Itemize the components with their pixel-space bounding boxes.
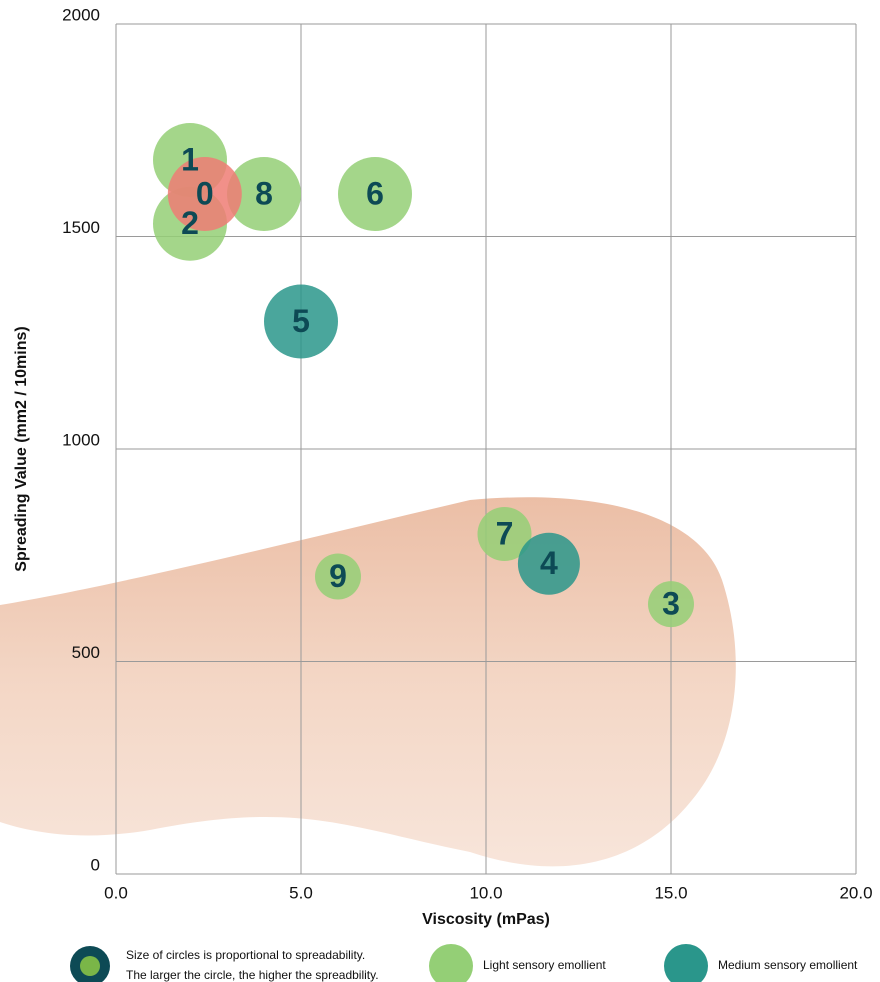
x-axis-title: Viscosity (mPas) (422, 911, 550, 928)
bubble (338, 157, 412, 231)
background-smear (0, 497, 736, 867)
bubble (648, 581, 694, 628)
bubble (315, 553, 361, 600)
y-tick-label: 1500 (62, 218, 100, 237)
legend-label: Medium sensory emollient (718, 958, 858, 972)
x-tick-label: 10.0 (469, 883, 502, 902)
legend-swatch (664, 944, 708, 982)
y-axis-title: Spreading Value (mm2 / 10mins) (13, 326, 30, 571)
bubble-label: 3 (662, 586, 680, 622)
y-tick-label: 1000 (62, 430, 100, 449)
x-tick-label: 15.0 (654, 883, 687, 902)
legend-note: Size of circles is proportional to sprea… (126, 948, 365, 962)
bubble-label: 1 (181, 141, 199, 177)
bubble-label: 8 (255, 175, 273, 211)
bubble-label: 0 (196, 175, 214, 211)
bubble (167, 157, 242, 231)
legend-swatch (429, 944, 473, 982)
legend-label: Light sensory emollient (483, 958, 606, 972)
bubble-label: 4 (540, 545, 558, 581)
y-tick-label: 500 (72, 643, 100, 662)
bubble-label: 5 (292, 303, 310, 339)
grid: 0.0 5.0 10.0 15.0 20.0 0 500 1000 1500 2000 (62, 5, 872, 902)
y-tick-label: 2000 (62, 5, 100, 24)
x-tick-label: 0.0 (104, 883, 128, 902)
bubble-label: 9 (329, 558, 347, 594)
bubble-label: 2 (181, 205, 199, 241)
x-tick-label: 5.0 (289, 883, 313, 902)
x-tick-label: 20.0 (839, 883, 872, 902)
plot: 1 2 8 6 7 9 3 5 4 0 (153, 123, 694, 628)
bubble-label: 6 (366, 175, 384, 211)
y-tick-label: 0 (91, 855, 100, 874)
bubble (227, 157, 301, 231)
legend-size-icon-inner (80, 956, 100, 976)
legend: Size of circles is proportional to sprea… (70, 944, 858, 982)
bubble-label: 7 (496, 515, 514, 551)
bubble (264, 284, 338, 359)
bubble (477, 507, 532, 561)
legend-note: The larger the circle, the higher the sp… (126, 968, 379, 982)
bubble (517, 532, 580, 595)
